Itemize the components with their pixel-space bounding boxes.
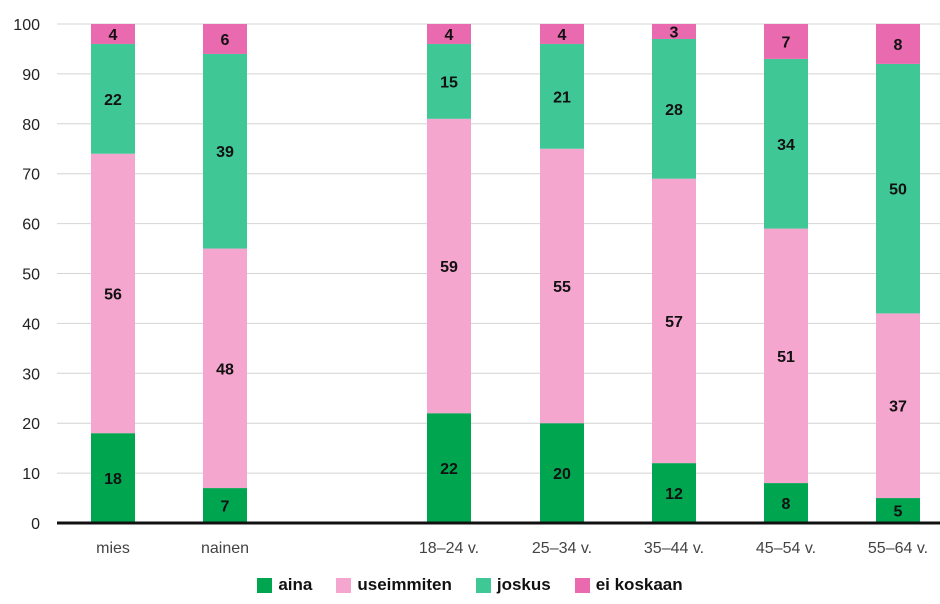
- data-label: 48: [216, 361, 234, 378]
- bar-segment: [764, 483, 808, 523]
- y-tick-label: 70: [22, 167, 40, 184]
- legend-label-ei-koskaan: ei koskaan: [595, 575, 683, 594]
- x-tick-label: 18–24 v.: [419, 540, 479, 557]
- bar-segment: [540, 43, 584, 149]
- data-label: 37: [889, 399, 907, 416]
- data-label: 39: [216, 144, 234, 161]
- x-tick-label: 35–44 v.: [644, 540, 704, 557]
- data-label: 12: [665, 486, 683, 503]
- data-label: 55: [553, 279, 571, 296]
- data-label: 22: [440, 461, 458, 478]
- bar-segment: [764, 24, 808, 59]
- data-label: 28: [665, 102, 683, 119]
- data-label: 21: [553, 89, 571, 106]
- data-label: 6: [221, 32, 230, 49]
- y-tick-label: 60: [22, 217, 40, 234]
- data-label: 50: [889, 182, 907, 199]
- data-label: 3: [670, 24, 679, 41]
- bar-segment: [652, 38, 696, 179]
- data-label: 8: [894, 37, 903, 54]
- bar-segment: [876, 313, 920, 499]
- legend-swatch-ei-koskaan: [574, 577, 590, 593]
- data-label: 5: [894, 504, 903, 521]
- x-tick-label: 25–34 v.: [532, 540, 592, 557]
- bar-segment: [764, 228, 808, 484]
- data-label: 4: [445, 27, 454, 44]
- y-tick-label: 30: [22, 366, 40, 383]
- data-label: 34: [777, 137, 795, 154]
- bar-segment: [91, 43, 135, 154]
- bar-segment: [652, 178, 696, 464]
- bar-segment: [91, 153, 135, 434]
- bar-segment: [876, 24, 920, 64]
- bar-segment: [91, 433, 135, 523]
- bar-segment: [427, 118, 471, 414]
- x-axis-ticks: mies nainen 18–24 v. 25–34 v. 35–44 v. 45–54 …: [96, 540, 928, 557]
- legend-swatch-joskus: [475, 577, 491, 593]
- data-label: 7: [782, 34, 791, 51]
- bar-segment: [540, 148, 584, 424]
- legend-swatch-useimmiten: [336, 577, 352, 593]
- y-axis-ticks: 0 10 20 30 40 50 60 70 80 90 100: [13, 17, 40, 533]
- legend-item-joskus: joskus: [475, 575, 551, 595]
- bar-segment: [540, 423, 584, 523]
- bars: [91, 24, 920, 523]
- x-tick-label: mies: [96, 540, 130, 557]
- bar-segment: [652, 463, 696, 523]
- legend-item-ei-koskaan: ei koskaan: [574, 575, 683, 595]
- y-tick-label: 100: [13, 17, 40, 34]
- data-label: 7: [221, 499, 230, 516]
- x-tick-label: nainen: [201, 540, 249, 557]
- bar-segment: [203, 53, 247, 249]
- y-tick-label: 20: [22, 416, 40, 433]
- data-label: 8: [782, 496, 791, 513]
- bar-segment: [764, 58, 808, 229]
- bar-segment: [91, 24, 135, 44]
- bar-segment: [427, 24, 471, 44]
- legend-swatch-aina: [257, 577, 273, 593]
- bar-segment: [876, 63, 920, 314]
- y-tick-label: 50: [22, 267, 40, 284]
- data-label: 57: [665, 314, 683, 331]
- y-tick-label: 90: [22, 67, 40, 84]
- data-label: 22: [104, 92, 122, 109]
- legend: aina useimmiten joskus ei koskaan: [0, 572, 940, 598]
- x-tick-label: 45–54 v.: [756, 540, 816, 557]
- bar-labels: 18 56 22 4 7 48 39 6 22 59 15 4 20 55 21 4 12 57 28 3 8 51 34 7…: [104, 24, 907, 520]
- data-label: 18: [104, 471, 122, 488]
- data-label: 4: [109, 27, 118, 44]
- data-label: 59: [440, 259, 458, 276]
- legend-label-joskus: joskus: [496, 575, 551, 594]
- legend-label-aina: aina: [278, 575, 313, 594]
- y-tick-label: 10: [22, 466, 40, 483]
- bar-segment: [427, 413, 471, 523]
- legend-item-aina: aina: [257, 575, 312, 595]
- bar-segment: [203, 488, 247, 523]
- y-tick-label: 80: [22, 117, 40, 134]
- y-tick-label: 0: [31, 516, 40, 533]
- bar-segment: [203, 248, 247, 489]
- data-label: 20: [553, 466, 571, 483]
- data-label: 56: [104, 286, 122, 303]
- data-label: 4: [558, 27, 567, 44]
- y-tick-label: 40: [22, 316, 40, 333]
- bar-segment: [540, 24, 584, 44]
- bar-segment: [876, 498, 920, 523]
- data-label: 51: [777, 349, 795, 366]
- x-tick-label: 55–64 v.: [868, 540, 928, 557]
- legend-label-useimmiten: useimmiten: [357, 575, 452, 594]
- bar-segment: [203, 24, 247, 54]
- bar-segment: [427, 43, 471, 119]
- bar-segment: [652, 24, 696, 39]
- data-label: 15: [440, 74, 458, 91]
- legend-item-useimmiten: useimmiten: [336, 575, 452, 595]
